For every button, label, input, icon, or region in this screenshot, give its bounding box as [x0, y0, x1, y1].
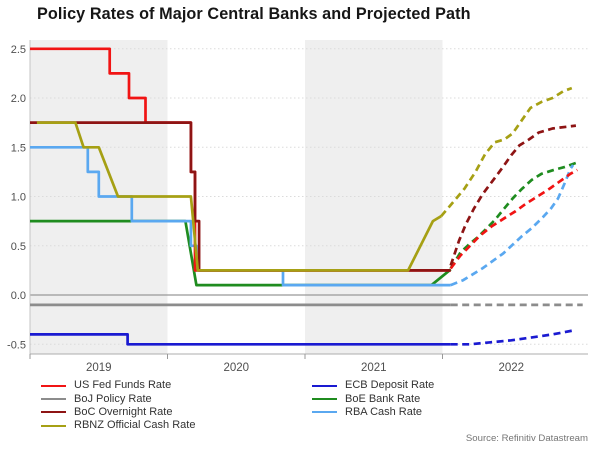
- legend-swatch-ecb: [312, 384, 337, 387]
- x-tick-label-2022: 2022: [498, 362, 524, 374]
- legend-swatch-boc: [41, 411, 66, 414]
- year-band-2021: [305, 40, 443, 354]
- legend-label-rbnz: RBNZ Official Cash Rate: [74, 419, 196, 432]
- legend-label-ecb: ECB Deposit Rate: [345, 379, 435, 392]
- legend-item-boc: BoC Overnight Rate: [41, 406, 195, 419]
- y-tick-label-2: 2.0: [11, 93, 26, 105]
- y-tick-label-2.5: 2.5: [11, 44, 26, 56]
- legend-label-boj: BoJ Policy Rate: [74, 392, 152, 405]
- legend-swatch-fed: [41, 384, 66, 387]
- legend-item-rbnz: RBNZ Official Cash Rate: [41, 419, 195, 432]
- series-ecb-projected: [450, 329, 574, 346]
- y-tick-label--0.5: -0.5: [7, 339, 26, 351]
- legend-label-fed: US Fed Funds Rate: [74, 379, 172, 392]
- source-credit: Source: Refinitiv Datastream: [465, 433, 588, 444]
- x-tick-label-2020: 2020: [223, 362, 249, 374]
- legend-column-left: US Fed Funds Rate BoJ Policy Rate BoC Over…: [41, 379, 195, 433]
- chart-title: Policy Rates of Major Central Banks and …: [37, 5, 471, 23]
- x-tick-label-2021: 2021: [361, 362, 387, 374]
- legend-label-boc: BoC Overnight Rate: [74, 405, 173, 418]
- legend-item-fed: US Fed Funds Rate: [41, 379, 195, 392]
- legend-swatch-rba: [312, 411, 337, 414]
- legend-swatch-boe: [312, 398, 337, 401]
- legend-label-rba: RBA Cash Rate: [345, 405, 423, 418]
- series-boc-solid: [30, 121, 451, 272]
- legend-column-right: ECB Deposit Rate BoE Bank Rate RBA Cash Ra…: [312, 379, 434, 419]
- legend-item-rba: RBA Cash Rate: [312, 406, 434, 419]
- y-tick-label-1: 1.0: [11, 192, 26, 204]
- series-rba-projected: [450, 164, 575, 287]
- legend-swatch-rbnz: [41, 424, 66, 427]
- legend-label-boe: BoE Bank Rate: [345, 392, 421, 405]
- y-tick-label-0.5: 0.5: [11, 241, 26, 253]
- series-fed-projected: [449, 168, 578, 270]
- legend-item-boe: BoE Bank Rate: [312, 392, 434, 405]
- legend-swatch-boj: [41, 398, 66, 401]
- series-boe-projected: [449, 160, 580, 270]
- legend-item-ecb: ECB Deposit Rate: [312, 379, 434, 392]
- x-tick-label-2019: 2019: [86, 362, 112, 374]
- series-boc-projected: [449, 124, 577, 266]
- series-rbnz-projected: [440, 86, 573, 218]
- y-tick-label-0: 0.0: [11, 290, 26, 302]
- series-ecb-solid: [30, 333, 451, 346]
- legend-item-boj: BoJ Policy Rate: [41, 392, 195, 405]
- y-tick-label-1.5: 1.5: [11, 142, 26, 154]
- series-rbnz-solid: [36, 121, 442, 272]
